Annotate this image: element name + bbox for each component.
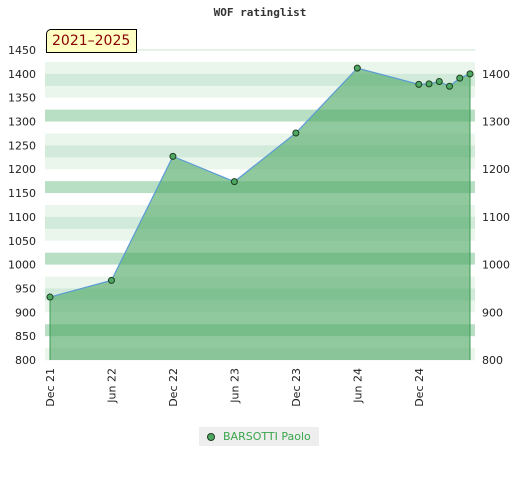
y-tick-label-right: 900 (482, 306, 503, 319)
y-tick-label-left: 1300 (8, 116, 36, 129)
chart-title: WOF ratinglist (213, 6, 307, 19)
data-point (435, 77, 443, 85)
date-range-badge: 2021–2025 (46, 29, 138, 53)
y-tick-label-right: 1100 (482, 211, 510, 224)
grid-band (45, 61, 475, 75)
data-point (466, 70, 474, 78)
x-tick-label: Jun 22 (105, 368, 118, 404)
data-point (425, 80, 433, 88)
data-point (169, 152, 177, 160)
data-point (353, 64, 361, 72)
x-tick-label: Dec 22 (167, 368, 180, 407)
series-area (50, 68, 470, 360)
legend: BARSOTTI Paolo (199, 427, 319, 446)
y-tick-label-left: 1100 (8, 211, 36, 224)
y-tick-label-left: 1250 (8, 139, 36, 152)
y-tick-label-right: 1000 (482, 259, 510, 272)
data-point (46, 293, 54, 301)
y-tick-label-left: 850 (15, 330, 36, 343)
y-tick-label-left: 950 (15, 282, 36, 295)
data-point (446, 82, 454, 90)
y-tick-label-left: 1000 (8, 259, 36, 272)
legend-label: BARSOTTI Paolo (223, 430, 311, 443)
y-tick-label-left: 1150 (8, 187, 36, 200)
data-point (292, 129, 300, 137)
y-tick-label-left: 1400 (8, 68, 36, 81)
x-tick-label: Jun 24 (351, 368, 364, 404)
y-tick-label-left: 1350 (8, 92, 36, 105)
x-tick-label: Dec 24 (413, 368, 426, 407)
data-point (107, 276, 115, 284)
y-tick-label-right: 1300 (482, 116, 510, 129)
y-tick-label-left: 1450 (8, 44, 36, 57)
legend-marker-icon (207, 432, 215, 441)
data-point (415, 80, 423, 88)
y-tick-label-right: 1200 (482, 163, 510, 176)
x-tick-label: Jun 23 (228, 368, 241, 404)
y-tick-label-left: 800 (15, 354, 36, 367)
x-tick-label: Dec 23 (290, 368, 303, 407)
y-tick-label-left: 1050 (8, 235, 36, 248)
y-tick-label-right: 800 (482, 354, 503, 367)
y-tick-label-left: 900 (15, 306, 36, 319)
grid-band (45, 50, 475, 63)
y-tick-label-left: 1200 (8, 163, 36, 176)
data-point (456, 74, 464, 82)
x-tick-label: Dec 21 (44, 368, 57, 407)
data-point (230, 178, 238, 186)
y-tick-label-right: 1400 (482, 68, 510, 81)
